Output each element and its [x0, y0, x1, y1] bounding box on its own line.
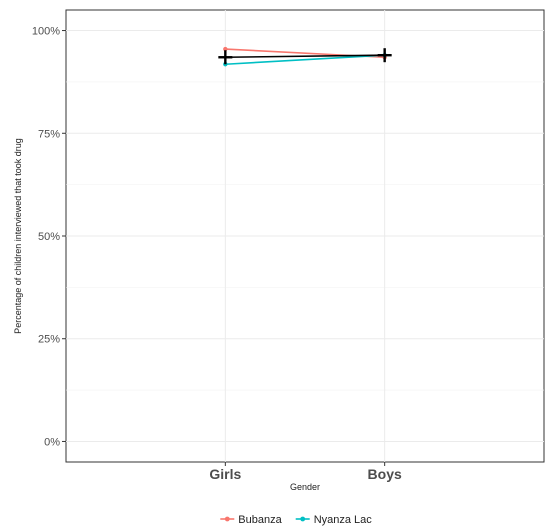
- y-tick-label: 0%: [44, 436, 60, 448]
- y-axis-title: Percentage of children interviewed that …: [13, 138, 23, 334]
- grid-lines: [66, 10, 544, 462]
- x-tick-label: Boys: [368, 466, 402, 482]
- x-tick-label: Girls: [209, 466, 241, 482]
- y-tick-label: 100%: [32, 26, 60, 38]
- overall-line: [225, 54, 385, 59]
- legend-label: Bubanza: [238, 514, 282, 526]
- series-line: [225, 54, 385, 66]
- overall-markers: [218, 48, 392, 65]
- legend-key-point: [300, 516, 306, 522]
- legend-label: Nyanza Lac: [314, 514, 373, 526]
- y-axis-ticks: 0% 25% 50% 75% 100%: [32, 26, 66, 448]
- y-tick-label: 50%: [38, 231, 60, 243]
- x-axis-ticks: Girls Boys: [209, 462, 402, 482]
- y-tick-label: 25%: [38, 334, 60, 346]
- legend: Bubanza Nyanza Lac: [220, 514, 372, 526]
- series-point: [223, 46, 228, 52]
- x-axis-title: Gender: [290, 482, 320, 492]
- y-tick-label: 75%: [38, 128, 60, 140]
- legend-key-point: [224, 516, 230, 522]
